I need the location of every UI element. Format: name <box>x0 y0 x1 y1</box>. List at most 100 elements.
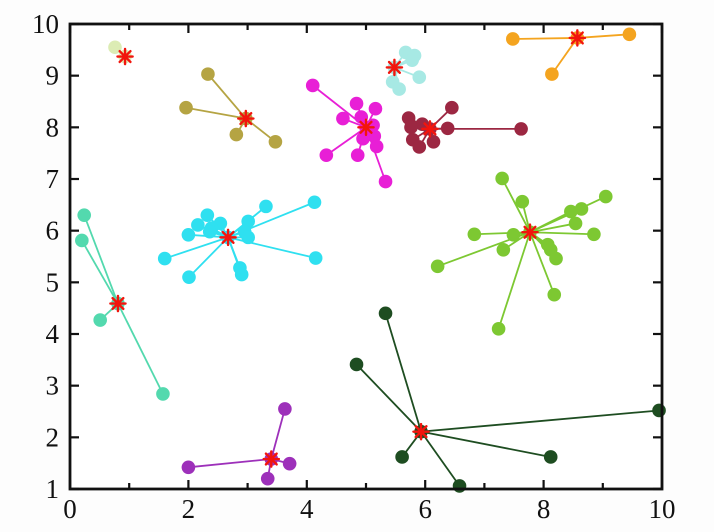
y-axis-tick-label: 4 <box>46 319 60 349</box>
data-point-pale-turquoise <box>405 53 419 67</box>
data-point-yellow-green <box>495 171 509 186</box>
cluster-edge-cyan <box>188 236 229 278</box>
cluster-edge-yellow-green <box>474 231 531 236</box>
cluster-center-marker-cyan <box>221 230 235 244</box>
cluster-edge-turquoise <box>83 214 119 304</box>
data-point-yellow-green <box>574 202 589 216</box>
data-point-magenta <box>349 96 364 111</box>
cluster-center-marker-dark-khaki <box>239 111 253 126</box>
data-point-turquoise <box>75 233 89 248</box>
cluster-edge-orange <box>577 33 630 39</box>
data-point-magenta <box>356 131 370 146</box>
data-point-purple <box>278 402 292 416</box>
data-point-cyan <box>241 214 255 229</box>
y-axis-tick-label: 8 <box>46 112 60 142</box>
data-point-cyan <box>200 208 215 222</box>
data-point-turquoise <box>93 313 107 327</box>
data-point-dark-green <box>349 357 364 372</box>
data-point-magenta <box>354 110 369 124</box>
cluster-edge-cyan <box>164 236 229 260</box>
data-point-magenta <box>336 111 350 126</box>
data-point-yellow-green <box>506 228 521 242</box>
cluster-edge-yellow-green <box>497 231 531 330</box>
x-axis-tick-label: 0 <box>63 494 77 524</box>
data-point-turquoise <box>77 208 92 222</box>
data-point-dark-khaki <box>229 127 244 142</box>
cluster-center-marker-pale-turquoise <box>387 60 401 74</box>
data-point-yellow-green <box>467 227 482 242</box>
cluster-edge-magenta <box>325 126 367 156</box>
data-point-cyan <box>307 195 322 210</box>
cluster-center-marker-turquoise <box>111 296 125 311</box>
x-axis-tick-label: 4 <box>300 494 314 524</box>
data-point-turquoise <box>156 387 170 401</box>
data-point-dark-green <box>395 450 409 464</box>
cluster-edge-yellow-green <box>501 178 531 233</box>
cluster-center-marker-pale-green <box>118 49 132 64</box>
y-axis-tick-label: 3 <box>46 371 60 401</box>
data-point-pale-turquoise <box>412 70 427 85</box>
data-point-cyan <box>234 267 249 282</box>
data-point-yellow-green <box>568 216 583 231</box>
data-point-magenta <box>369 139 384 154</box>
data-point-purple <box>282 456 297 471</box>
data-point-dark-red <box>440 121 455 136</box>
data-point-yellow-green <box>564 204 578 219</box>
data-point-dark-red <box>514 122 528 136</box>
data-point-purple <box>181 460 196 475</box>
data-point-magenta <box>350 148 365 163</box>
cluster-center-marker-yellow-green <box>523 225 537 239</box>
cluster-edge-dark-green <box>355 363 422 433</box>
data-point-purple <box>260 471 275 486</box>
cluster-center-marker-orange <box>570 31 584 45</box>
data-point-cyan <box>241 230 255 245</box>
data-point-cyan <box>308 251 323 265</box>
data-point-yellow-green <box>515 194 530 209</box>
cluster-edge-turquoise <box>81 240 119 304</box>
y-axis-tick-label: 1 <box>46 474 60 504</box>
cluster-edge-yellow-green <box>529 210 572 234</box>
data-point-yellow-green <box>496 242 511 257</box>
cluster-edge-turquoise <box>117 303 164 395</box>
data-point-magenta <box>305 78 320 93</box>
data-point-yellow-green <box>549 251 563 266</box>
data-point-dark-khaki <box>179 100 193 115</box>
cluster-edge-dark-green <box>420 409 660 433</box>
data-point-cyan <box>259 199 273 214</box>
data-point-cyan <box>182 270 196 284</box>
data-point-dark-red <box>426 135 441 149</box>
x-axis-tick-label: 2 <box>182 494 196 524</box>
data-point-dark-green <box>543 450 558 464</box>
cluster-edge-dark-green <box>420 430 551 458</box>
data-point-dark-green <box>452 479 467 493</box>
cluster-edge-dark-green <box>420 431 461 487</box>
cluster-edge-yellow-green <box>529 222 576 234</box>
data-point-dark-red <box>404 120 418 135</box>
data-point-orange <box>622 27 637 42</box>
data-point-yellow-green <box>430 259 445 274</box>
data-point-cyan <box>191 218 205 232</box>
data-point-cyan <box>181 228 196 242</box>
data-point-yellow-green <box>547 287 562 302</box>
cluster-center-marker-purple <box>264 452 278 466</box>
data-point-magenta <box>378 174 393 189</box>
data-point-pale-green <box>108 40 122 55</box>
cluster-center-marker-dark-red <box>423 122 437 136</box>
cluster-center-marker-dark-green <box>414 425 428 439</box>
cluster-edge-dark-khaki <box>207 73 247 120</box>
y-axis-tick-label: 9 <box>46 61 60 91</box>
y-axis-tick-label: 6 <box>46 216 60 246</box>
data-point-dark-red <box>412 140 427 154</box>
x-axis-tick-label: 8 <box>537 494 551 524</box>
data-point-cyan <box>202 224 217 239</box>
y-axis-tick-label: 7 <box>46 164 60 194</box>
cluster-edge-yellow-green <box>529 231 556 296</box>
cluster-center-marker-magenta <box>359 120 373 134</box>
data-point-orange <box>545 67 559 81</box>
y-axis-tick-label: 10 <box>32 9 59 39</box>
cluster-edge-purple <box>270 408 286 460</box>
cluster-edge-orange <box>512 37 578 40</box>
data-point-dark-khaki <box>268 135 283 149</box>
data-point-magenta <box>368 101 383 116</box>
